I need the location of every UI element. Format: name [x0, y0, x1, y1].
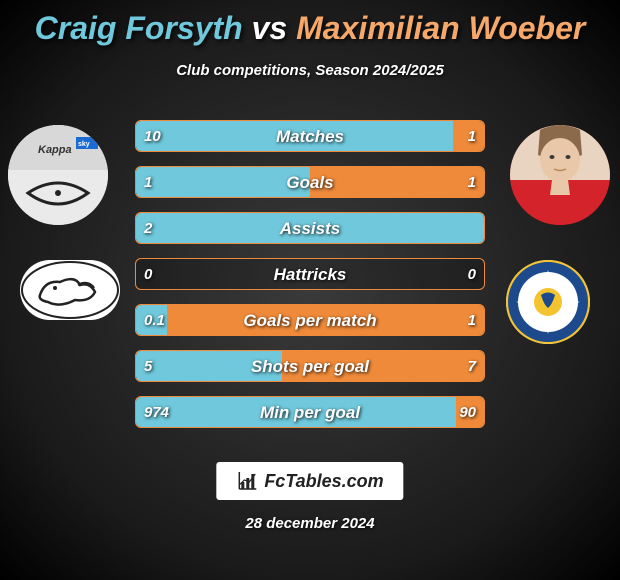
stat-value-right: 1: [468, 305, 476, 336]
stat-value-left: 10: [144, 121, 161, 152]
svg-text:sky: sky: [78, 141, 90, 148]
date-text: 28 december 2024: [0, 515, 620, 532]
stat-label: Min per goal: [136, 397, 484, 428]
vs-text: vs: [252, 10, 288, 46]
stat-value-right: 0: [468, 259, 476, 290]
stat-value-right: 90: [459, 397, 476, 428]
player2-avatar: [510, 125, 610, 225]
player1-name: Craig Forsyth: [35, 10, 243, 46]
stat-row: Hattricks0 0: [135, 258, 485, 290]
stat-value-left: 2: [144, 213, 152, 244]
stat-label: Assists: [136, 213, 484, 244]
subtitle: Club competitions, Season 2024/2025: [0, 62, 620, 79]
brand-text: FcTables.com: [264, 471, 383, 492]
stat-row: Goals1 1: [135, 166, 485, 198]
stat-value-left: 1: [144, 167, 152, 198]
stat-value-right: 1: [468, 167, 476, 198]
stat-row: Assists2: [135, 212, 485, 244]
comparison-title: Craig Forsyth vs Maximilian Woeber: [0, 0, 620, 47]
player1-avatar: Kappa sky: [8, 125, 108, 225]
brand-box: FcTables.com: [216, 462, 403, 500]
stat-value-left: 974: [144, 397, 169, 428]
stat-row: Min per goal974 90: [135, 396, 485, 428]
stat-row: Matches10 1: [135, 120, 485, 152]
player1-club-badge: [20, 260, 120, 320]
brand-chart-icon: [236, 470, 258, 492]
player2-club-badge: [506, 260, 590, 344]
stat-label: Matches: [136, 121, 484, 152]
stat-label: Hattricks: [136, 259, 484, 290]
stats-chart: Matches101Goals11Assists2Hattricks00Goal…: [135, 120, 485, 442]
stat-value-left: 0: [144, 259, 152, 290]
player2-name: Maximilian Woeber: [296, 10, 585, 46]
stat-row: Goals per match0.1 1: [135, 304, 485, 336]
stat-label: Goals per match: [136, 305, 484, 336]
stat-row: Shots per goal5 7: [135, 350, 485, 382]
stat-label: Goals: [136, 167, 484, 198]
stat-value-right: 1: [468, 121, 476, 152]
stat-value-right: 7: [468, 351, 476, 382]
svg-text:Kappa: Kappa: [38, 144, 72, 156]
stat-label: Shots per goal: [136, 351, 484, 382]
stat-value-left: 5: [144, 351, 152, 382]
stat-value-left: 0.1: [144, 305, 165, 336]
